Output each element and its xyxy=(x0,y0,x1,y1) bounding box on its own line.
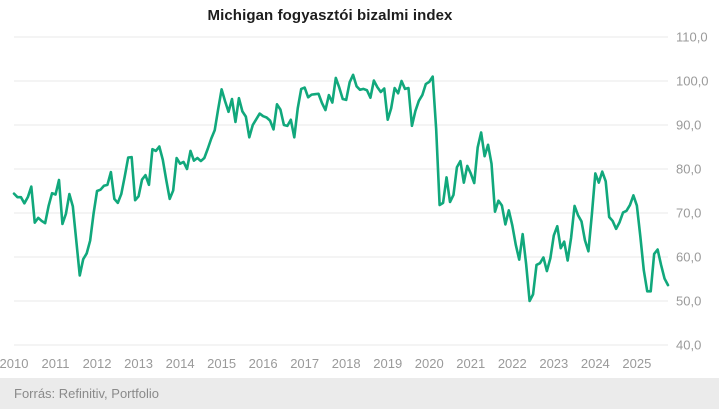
x-axis-tick-label: 2024 xyxy=(581,356,610,371)
x-axis-tick-label: 2013 xyxy=(124,356,153,371)
x-axis-tick-label: 2025 xyxy=(622,356,651,371)
y-axis-tick-label: 50,0 xyxy=(676,294,701,309)
x-axis-tick-label: 2014 xyxy=(166,356,195,371)
x-axis-tick-label: 2019 xyxy=(373,356,402,371)
y-axis-tick-label: 60,0 xyxy=(676,250,701,265)
source-bar: Forrás: Refinitiv, Portfolio xyxy=(0,378,719,409)
x-axis-tick-label: 2015 xyxy=(207,356,236,371)
x-axis-tick-label: 2016 xyxy=(249,356,278,371)
x-axis-tick-label: 2010 xyxy=(0,356,28,371)
x-axis-tick-label: 2012 xyxy=(83,356,112,371)
x-axis-tick-label: 2020 xyxy=(415,356,444,371)
x-axis-tick-label: 2017 xyxy=(290,356,319,371)
x-axis-tick-label: 2021 xyxy=(456,356,485,371)
x-axis-tick-label: 2023 xyxy=(539,356,568,371)
x-axis-tick-label: 2011 xyxy=(42,356,70,371)
y-axis-tick-label: 90,0 xyxy=(676,118,701,133)
source-note: Forrás: Refinitiv, Portfolio xyxy=(14,386,159,401)
y-axis-tick-label: 80,0 xyxy=(676,162,701,177)
chart-title: Michigan fogyasztói bizalmi index xyxy=(207,7,453,24)
x-axis-tick-label: 2022 xyxy=(498,356,527,371)
x-axis-tick-label: 2018 xyxy=(332,356,361,371)
y-axis-tick-label: 100,0 xyxy=(676,74,709,89)
line-series xyxy=(12,73,670,303)
y-axis-tick-label: 110,0 xyxy=(676,30,708,45)
y-axis-tick-label: 40,0 xyxy=(676,338,701,353)
y-axis-tick-label: 70,0 xyxy=(676,206,701,221)
